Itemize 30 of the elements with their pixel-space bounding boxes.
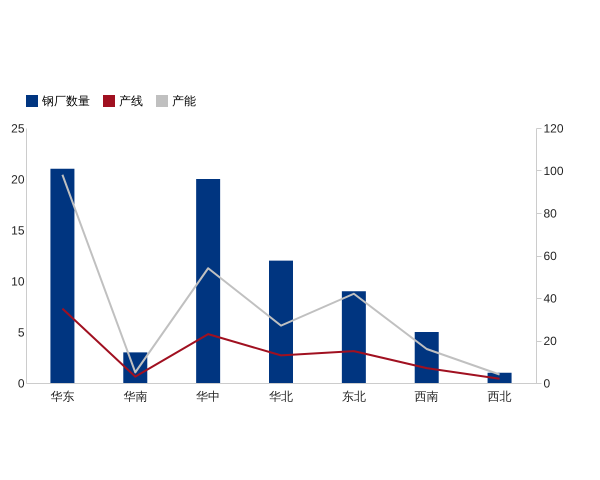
x-tick-label: 西北: [488, 390, 512, 404]
bar: [269, 260, 293, 383]
bar: [342, 291, 366, 383]
y2-tick-label: 60: [544, 249, 558, 263]
line-series: [61, 174, 501, 376]
y-tick-label: 10: [11, 274, 25, 288]
y2-tick-label: 100: [544, 164, 564, 178]
y-tick-label: 5: [18, 326, 25, 340]
bar: [196, 179, 220, 383]
legend-label: 钢厂数量: [41, 94, 90, 108]
y2-tick-label: 40: [544, 292, 558, 306]
x-tick-label: 东北: [342, 390, 366, 404]
y2-tick-label: 0: [544, 376, 550, 390]
line-series: [61, 308, 501, 380]
x-tick-label: 西南: [414, 390, 439, 404]
bar: [50, 168, 74, 383]
x-tick-label: 华北: [269, 390, 293, 404]
y2-tick-label: 120: [544, 122, 564, 136]
y-tick-label: 20: [11, 172, 25, 186]
y-tick-label: 25: [11, 122, 25, 136]
legend-label: 产能: [172, 94, 196, 108]
x-tick-label: 华东: [50, 390, 74, 404]
x-tick-label: 华南: [123, 390, 148, 404]
legend-label: 产线: [119, 94, 143, 108]
y-tick-label: 15: [11, 224, 25, 238]
x-tick-label: 华中: [196, 390, 220, 404]
y2-tick-label: 80: [544, 206, 558, 220]
y-tick-label: 0: [18, 376, 25, 390]
y2-tick-label: 20: [544, 334, 558, 348]
bar: [414, 332, 439, 383]
